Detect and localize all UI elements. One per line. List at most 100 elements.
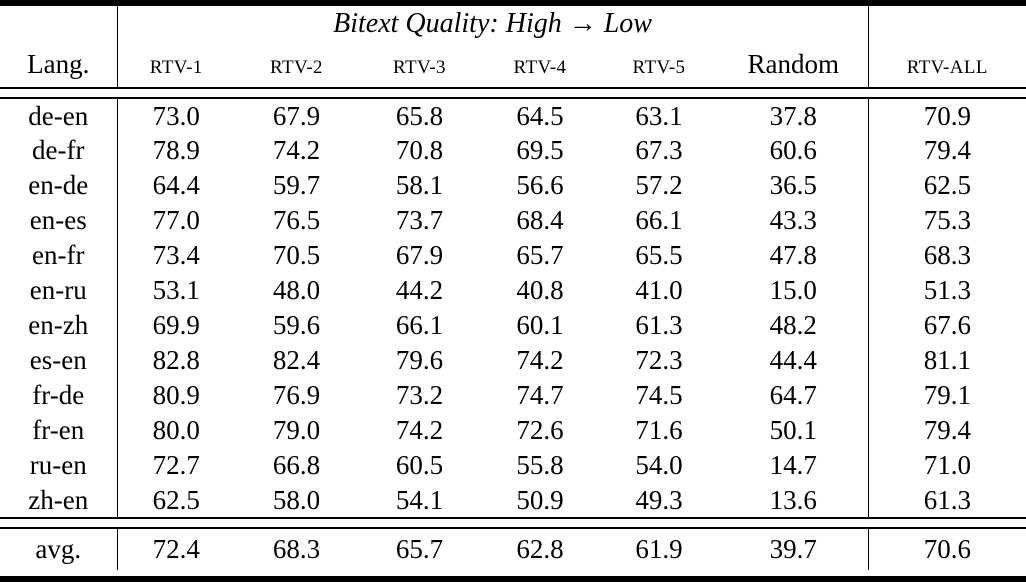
table-row-en-ru: en-ru 53.1 48.0 44.2 40.8 41.0 15.0 51.3 [0, 273, 1026, 308]
row-label-fr-en: fr-en [32, 415, 85, 446]
row-label-en-fr: en-fr [32, 240, 85, 271]
table-row-zh-en: zh-en 62.5 58.0 54.1 50.9 49.3 13.6 61.3 [0, 483, 1026, 518]
cell-en-ru-rtv-4: 40.8 [516, 275, 564, 306]
table-row-fr-de: fr-de 80.9 76.9 73.2 74.7 74.5 64.7 79.1 [0, 378, 1026, 413]
cell-fr-de-rtv-5: 74.5 [635, 380, 683, 411]
cell-ru-en-rtv-4: 55.8 [516, 450, 564, 481]
table-row-en-de: en-de 64.4 59.7 58.1 56.6 57.2 36.5 62.5 [0, 168, 1026, 203]
cell-en-de-rtv-4: 56.6 [516, 170, 564, 201]
cell-de-en-random: 37.8 [769, 100, 817, 131]
table-row-de-fr: de-fr 78.9 74.2 70.8 69.5 67.3 60.6 79.4 [0, 133, 1026, 168]
cell-zh-en-random: 13.6 [769, 484, 817, 515]
cell-es-en-random: 44.4 [769, 345, 817, 376]
table-row-es-en: es-en 82.8 82.4 79.6 74.2 72.3 44.4 81.1 [0, 343, 1026, 378]
cell-ru-en-rtv-all: 71.0 [867, 448, 1026, 483]
cell-ru-en-random: 14.7 [769, 450, 817, 481]
row-label-ru-en: ru-en [29, 450, 87, 481]
cell-ru-en-rtv-3: 60.5 [395, 450, 444, 481]
table-row-ru-en: ru-en 72.7 66.8 60.5 55.8 54.0 14.7 71.0 [0, 448, 1026, 483]
cell-en-de-random: 36.5 [769, 170, 817, 201]
row-label-en-zh: en-zh [28, 310, 89, 341]
cell-avg--rtv-2: 68.3 [272, 534, 321, 565]
column-header-random: Random [747, 49, 840, 80]
cell-en-de-rtv-5: 57.2 [635, 170, 683, 201]
cell-zh-en-rtv-4: 50.9 [516, 484, 564, 515]
cell-de-fr-rtv-1: 78.9 [116, 133, 235, 168]
cell-en-es-rtv-4: 68.4 [516, 205, 564, 236]
cell-ru-en-rtv-2: 66.8 [272, 450, 321, 481]
cell-en-fr-rtv-all: 68.3 [867, 238, 1026, 273]
table-row-fr-en: fr-en 80.0 79.0 74.2 72.6 71.6 50.1 79.4 [0, 413, 1026, 448]
column-header-rtv-2: RTV-2 [270, 49, 323, 80]
table-footer: avg. 72.4 68.3 65.7 62.8 61.9 39.7 70.6 [0, 528, 1026, 570]
row-label-en-es: en-es [29, 205, 87, 236]
cell-fr-de-rtv-1: 80.9 [116, 378, 235, 413]
column-header-rtv-4: RTV-4 [513, 49, 567, 80]
bitext-quality-table: Bitext Quality: High → Low Lang. RTV-1 RTV… [0, 6, 1026, 570]
cell-en-es-rtv-1: 77.0 [116, 203, 235, 238]
row-label-fr-de: fr-de [32, 380, 85, 411]
cell-zh-en-rtv-5: 49.3 [635, 484, 683, 515]
cell-en-es-rtv-5: 66.1 [635, 205, 683, 236]
cell-en-ru-rtv-2: 48.0 [272, 275, 321, 306]
cell-en-zh-rtv-5: 61.3 [635, 310, 683, 341]
cell-en-de-rtv-all: 62.5 [867, 168, 1026, 203]
cell-ru-en-rtv-5: 54.0 [635, 450, 683, 481]
cell-fr-de-rtv-all: 79.1 [867, 378, 1026, 413]
blank-cell [0, 6, 117, 42]
column-header-rtv-all: RTV-ALL [867, 42, 1026, 88]
cell-en-de-rtv-3: 58.1 [395, 170, 444, 201]
cell-en-fr-rtv-4: 65.7 [516, 240, 564, 271]
cell-en-ru-random: 15.0 [769, 275, 817, 306]
row-label-es-en: es-en [29, 345, 87, 376]
column-header-lang-: Lang. [27, 49, 90, 80]
cell-de-fr-rtv-5: 67.3 [635, 135, 683, 166]
cell-avg--rtv-3: 65.7 [395, 534, 444, 565]
cell-zh-en-rtv-2: 58.0 [272, 484, 321, 515]
row-label-en-de: en-de [28, 170, 89, 201]
cell-de-fr-rtv-3: 70.8 [395, 135, 444, 166]
cell-en-ru-rtv-1: 53.1 [116, 273, 235, 308]
table-row-de-en: de-en 73.0 67.9 65.8 64.5 63.1 37.8 70.9 [0, 98, 1026, 133]
row-label-en-ru: en-ru [29, 275, 87, 306]
cell-en-de-rtv-1: 64.4 [116, 168, 235, 203]
column-header-rtv-3: RTV-3 [393, 49, 446, 80]
cell-en-fr-rtv-3: 67.9 [395, 240, 444, 271]
cell-en-zh-random: 48.2 [769, 310, 817, 341]
cell-es-en-rtv-5: 72.3 [635, 345, 683, 376]
cell-fr-de-random: 64.7 [769, 380, 817, 411]
cell-fr-en-rtv-3: 74.2 [395, 415, 444, 446]
cell-en-fr-random: 47.8 [769, 240, 817, 271]
cell-de-en-rtv-all: 70.9 [867, 98, 1026, 133]
cell-en-ru-rtv-all: 51.3 [867, 273, 1026, 308]
cell-avg--rtv-5: 61.9 [635, 534, 683, 565]
cell-fr-en-rtv-all: 79.4 [867, 413, 1026, 448]
cell-fr-de-rtv-4: 74.7 [516, 380, 564, 411]
cell-fr-en-rtv-1: 80.0 [116, 413, 235, 448]
column-header-rtv-1: RTV-1 [116, 42, 235, 88]
group-header-row: Bitext Quality: High → Low [0, 6, 1026, 42]
table-row-en-es: en-es 77.0 76.5 73.7 68.4 66.1 43.3 75.3 [0, 203, 1026, 238]
cell-en-fr-rtv-2: 70.5 [272, 240, 321, 271]
cell-en-es-random: 43.3 [769, 205, 817, 236]
average-row: avg. 72.4 68.3 65.7 62.8 61.9 39.7 70.6 [0, 528, 1026, 570]
cell-fr-de-rtv-2: 76.9 [272, 380, 321, 411]
double-rule-header [0, 87, 1026, 99]
cell-ru-en-rtv-1: 72.7 [116, 448, 235, 483]
blank-cell [868, 6, 1026, 42]
cell-es-en-rtv-2: 82.4 [272, 345, 321, 376]
row-label-zh-en: zh-en [28, 484, 89, 515]
cell-de-en-rtv-2: 67.9 [272, 100, 321, 131]
cell-en-fr-rtv-5: 65.5 [635, 240, 683, 271]
cell-en-ru-rtv-5: 41.0 [635, 275, 683, 306]
cell-es-en-rtv-all: 81.1 [867, 343, 1026, 378]
cell-avg--rtv-1: 72.4 [116, 528, 235, 570]
group-header: Bitext Quality: High → Low [116, 6, 869, 42]
cell-fr-en-random: 50.1 [769, 415, 817, 446]
cell-fr-en-rtv-2: 79.0 [272, 415, 321, 446]
cell-de-en-rtv-1: 73.0 [116, 98, 235, 133]
cell-de-fr-rtv-4: 69.5 [516, 135, 564, 166]
cell-es-en-rtv-4: 74.2 [516, 345, 564, 376]
cell-zh-en-rtv-all: 61.3 [867, 483, 1026, 518]
